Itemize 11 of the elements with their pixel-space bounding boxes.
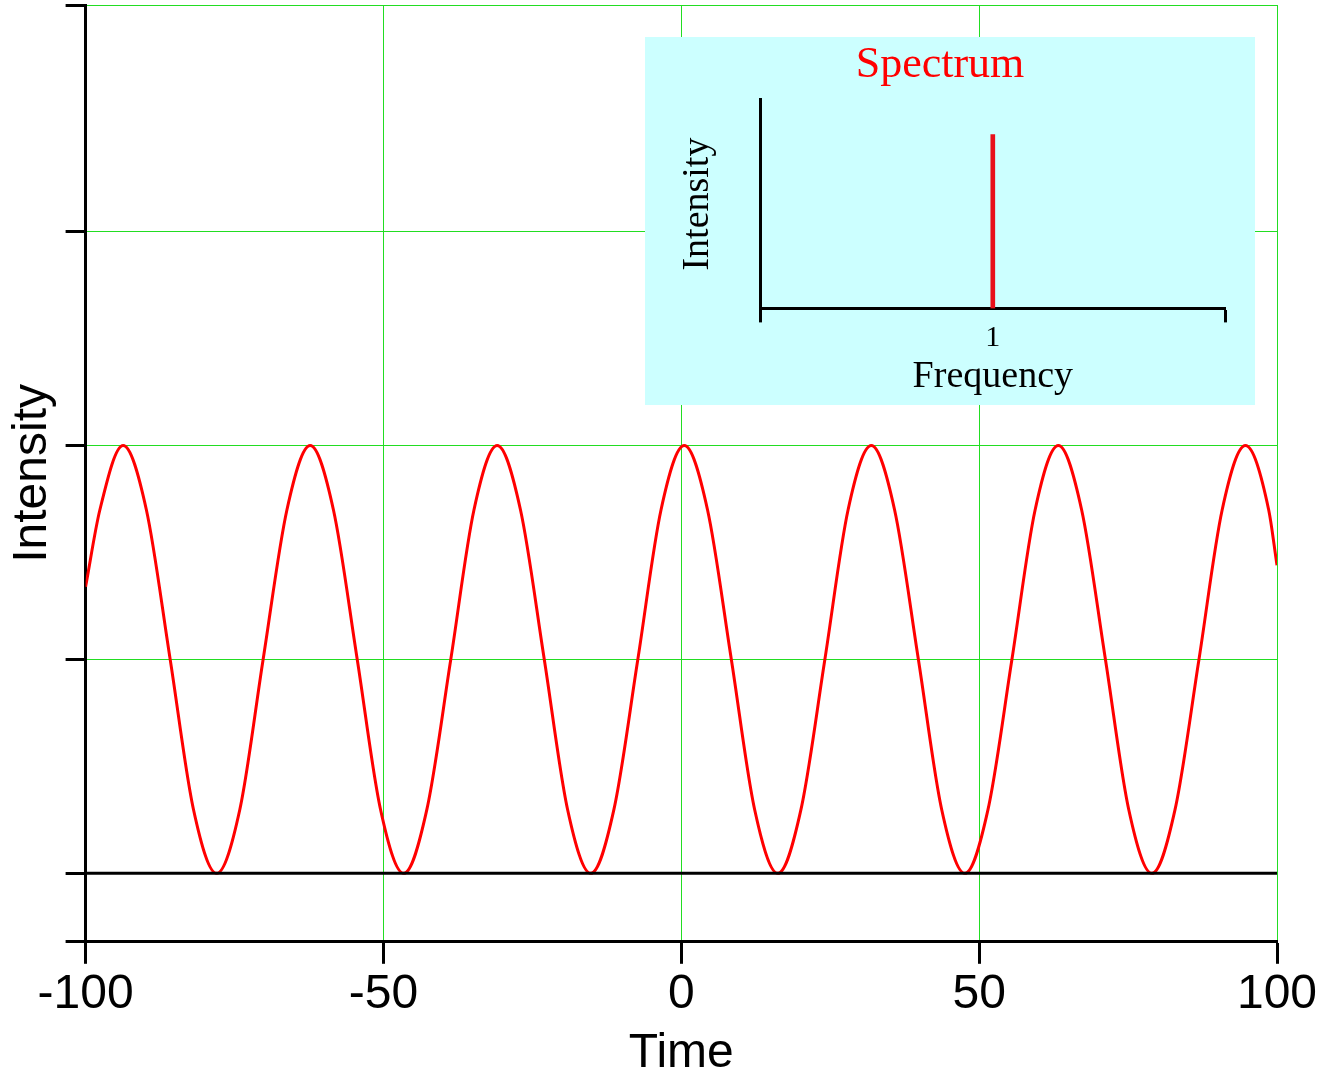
x-axis-title: Frequency [912, 353, 1073, 396]
x-tick-label: 100 [1236, 964, 1318, 1018]
x-tick-label: 0 [667, 964, 695, 1018]
x-tick-label: -50 [348, 964, 419, 1018]
x-tick-label: 50 [952, 964, 1006, 1018]
y-axis-title: Intensity [673, 137, 716, 271]
x-tick-label: 1 [985, 319, 1001, 353]
chart-title: Spectrum [855, 37, 1025, 87]
y-axis-title: Intensity [3, 384, 57, 563]
x-axis-title: Time [628, 1024, 734, 1078]
x-tick-label: -100 [37, 964, 134, 1018]
